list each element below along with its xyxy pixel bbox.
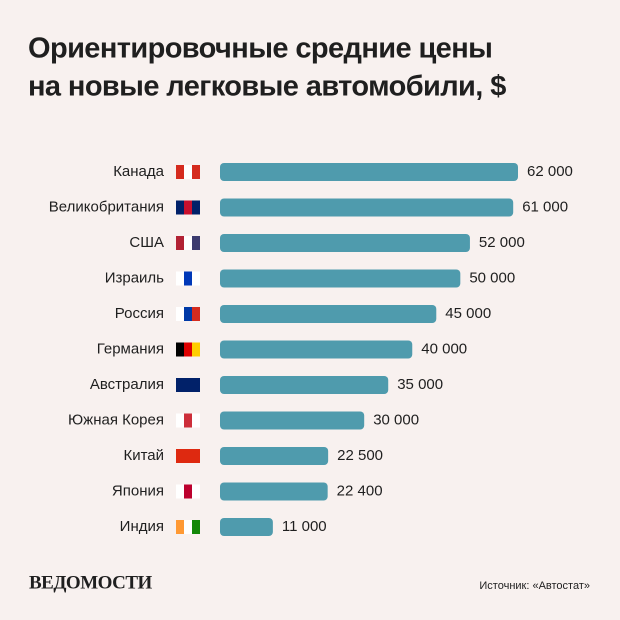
flag-icon: [176, 520, 184, 534]
bar: [220, 447, 329, 465]
logo: ВЕДОМОСТИ: [29, 572, 153, 593]
flag-icon: [184, 342, 192, 357]
flag-icon: [176, 307, 184, 321]
category-label: Япония: [112, 482, 164, 499]
value-label: 45 000: [445, 305, 491, 322]
flag-icon: [184, 307, 192, 321]
bar: [220, 340, 413, 359]
chart-title: на новые легковые автомобили, $: [28, 71, 506, 103]
flag-icon: [192, 342, 200, 357]
category-label: Австралия: [90, 376, 164, 393]
flag-icon: [192, 484, 200, 499]
flag-icon: [192, 165, 200, 179]
value-label: 52 000: [479, 234, 525, 251]
category-label: Южная Корея: [68, 411, 164, 428]
flag-icon: [192, 236, 200, 250]
bar: [220, 198, 514, 217]
flag-icon: [184, 449, 192, 463]
category-label: Великобритания: [49, 198, 164, 215]
value-label: 61 000: [522, 198, 568, 215]
category-label: Китай: [123, 447, 164, 464]
category-label: Россия: [115, 305, 164, 322]
flag-icon: [192, 449, 200, 463]
flag-icon: [176, 413, 184, 428]
bar: [220, 482, 328, 501]
flag-icon: [192, 200, 200, 215]
flag-icon: [184, 484, 192, 499]
flag-icon: [184, 413, 192, 428]
flag-icon: [184, 271, 192, 286]
category-label: Израиль: [105, 269, 164, 286]
value-label: 62 000: [527, 163, 573, 180]
bar: [220, 234, 470, 252]
flag-icon: [184, 165, 192, 179]
source: Источник: «Автостат»: [479, 580, 590, 592]
flag-icon: [176, 484, 184, 499]
category-label: Канада: [113, 163, 164, 180]
flag-icon: [192, 413, 200, 428]
flag-icon: [192, 378, 200, 392]
value-label: 11 000: [282, 518, 327, 535]
category-label: США: [129, 234, 164, 251]
flag-icon: [176, 449, 184, 463]
category-label: Германия: [97, 340, 164, 357]
category-label: Индия: [120, 518, 164, 535]
flag-icon: [176, 271, 184, 286]
value-label: 40 000: [421, 340, 467, 357]
flag-icon: [176, 165, 184, 179]
value-label: 22 500: [337, 447, 383, 464]
value-label: 30 000: [373, 411, 419, 428]
value-label: 22 400: [337, 482, 383, 499]
flag-icon: [192, 271, 200, 286]
flag-icon: [176, 342, 184, 357]
bar: [220, 518, 273, 536]
bar: [220, 305, 437, 323]
bar: [220, 269, 461, 288]
flag-icon: [176, 378, 184, 392]
value-label: 50 000: [469, 269, 515, 286]
chart-title: Ориентировочные средние цены: [28, 33, 492, 65]
flag-icon: [192, 520, 200, 534]
flag-icon: [184, 378, 192, 392]
flag-icon: [176, 236, 184, 250]
bar: [220, 163, 518, 181]
flag-icon: [176, 200, 184, 215]
flag-icon: [184, 520, 192, 534]
bar: [220, 411, 365, 430]
flag-icon: [192, 307, 200, 321]
flag-icon: [184, 200, 192, 215]
value-label: 35 000: [397, 376, 443, 393]
bar: [220, 376, 389, 394]
flag-icon: [184, 236, 192, 250]
